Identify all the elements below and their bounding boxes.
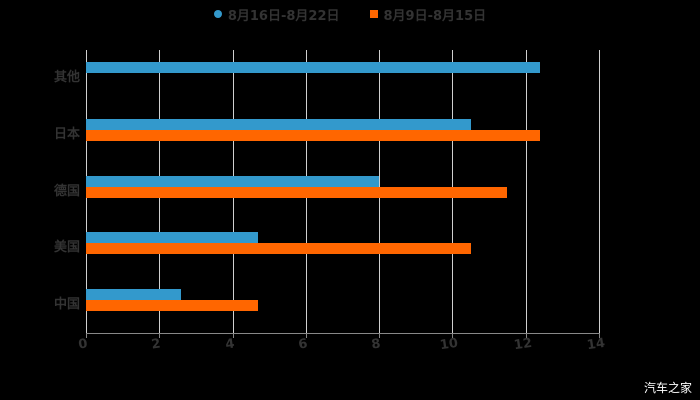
legend-label: 8月16日-8月22日 [228, 5, 340, 24]
category-label: 日本 [30, 123, 80, 142]
x-tick-label: 4 [224, 336, 235, 352]
x-tick-label: 8 [371, 336, 382, 352]
legend-item-series-2[interactable]: 8月9日-8月15日 [370, 4, 487, 24]
bar[interactable] [86, 243, 471, 254]
circle-marker-icon [214, 10, 222, 18]
watermark: 汽车之家 [644, 379, 692, 396]
category-label: 其他 [30, 66, 80, 85]
bar[interactable] [86, 130, 540, 141]
grid-line [526, 50, 527, 333]
bar[interactable] [86, 187, 507, 198]
bar[interactable] [86, 62, 540, 73]
x-tick-label: 2 [151, 336, 162, 352]
chart-legend: 8月16日-8月22日 8月9日-8月15日 [0, 4, 700, 24]
legend-item-series-1[interactable]: 8月16日-8月22日 [214, 4, 340, 24]
x-tick-label: 10 [439, 336, 459, 353]
bar[interactable] [86, 176, 379, 187]
x-tick-label: 6 [297, 336, 308, 352]
x-tick-label: 12 [513, 336, 533, 353]
x-tick-label: 0 [77, 336, 88, 352]
category-label: 德国 [30, 180, 80, 199]
category-label: 美国 [30, 236, 80, 255]
bar[interactable] [86, 289, 181, 300]
bar[interactable] [86, 232, 258, 243]
bar[interactable] [86, 300, 258, 311]
grid-line [599, 50, 600, 333]
bar[interactable] [86, 119, 471, 130]
legend-label: 8月9日-8月15日 [384, 5, 487, 24]
x-axis-line [86, 333, 600, 334]
x-tick-label: 14 [586, 336, 606, 353]
category-label: 中国 [30, 293, 80, 312]
square-marker-icon [370, 10, 378, 18]
